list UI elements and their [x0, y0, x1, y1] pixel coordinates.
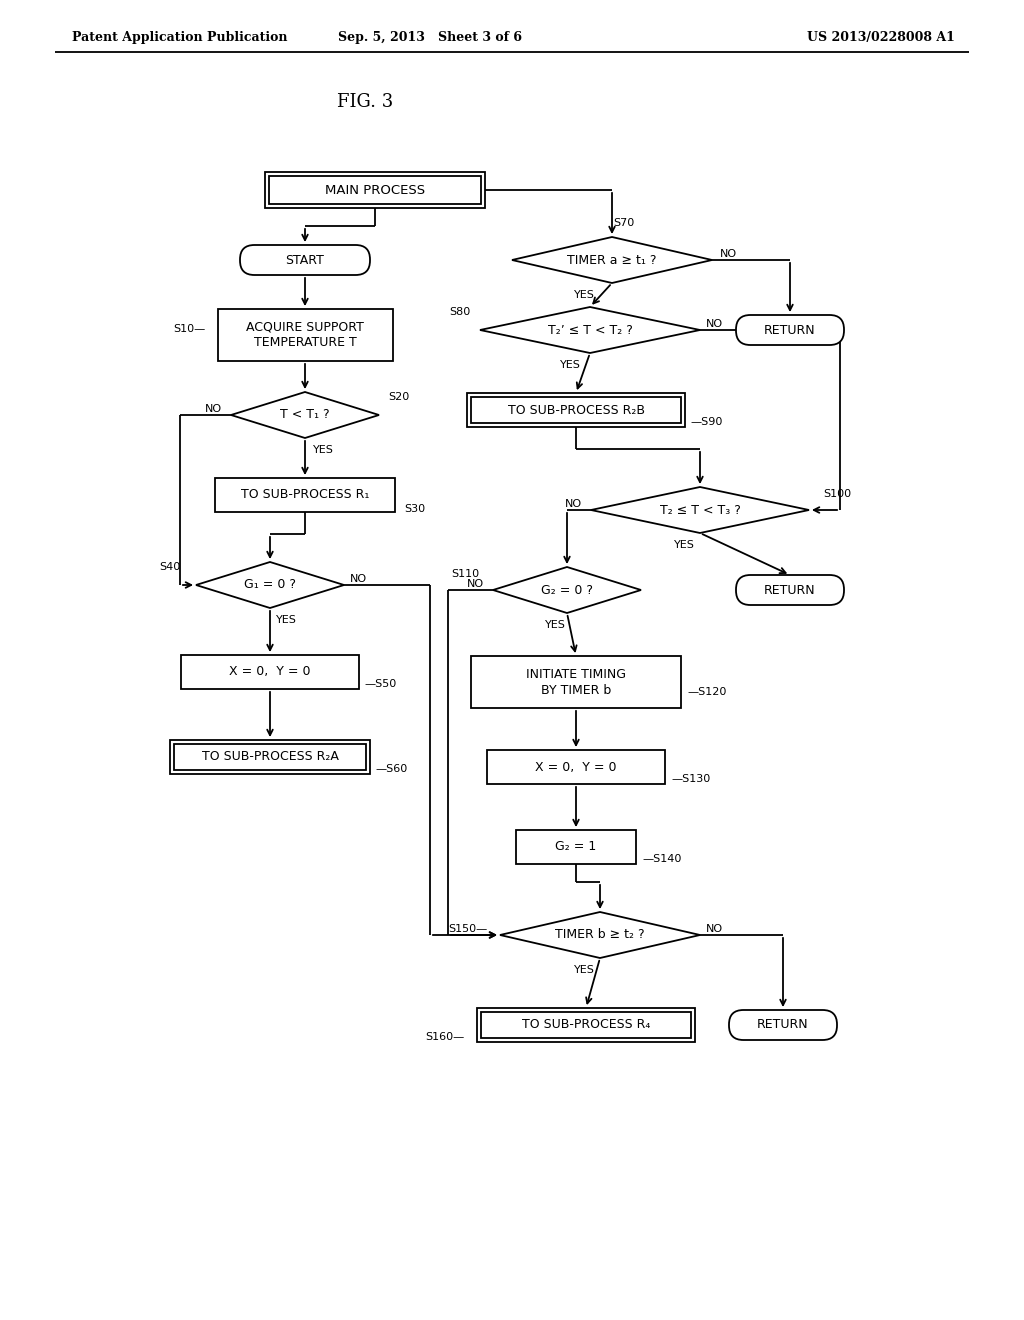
FancyBboxPatch shape	[487, 750, 665, 784]
Text: FIG. 3: FIG. 3	[337, 92, 393, 111]
FancyBboxPatch shape	[215, 478, 395, 512]
Text: START: START	[286, 253, 325, 267]
FancyBboxPatch shape	[467, 393, 685, 426]
FancyBboxPatch shape	[217, 309, 392, 360]
Polygon shape	[512, 238, 712, 282]
FancyBboxPatch shape	[736, 315, 844, 345]
Text: RETURN: RETURN	[757, 1019, 809, 1031]
FancyBboxPatch shape	[170, 741, 370, 774]
Text: X = 0,  Y = 0: X = 0, Y = 0	[229, 665, 310, 678]
Text: S160—: S160—	[425, 1032, 465, 1041]
Text: TO SUB-PROCESS R₄: TO SUB-PROCESS R₄	[522, 1019, 650, 1031]
Text: —S130: —S130	[672, 774, 711, 784]
FancyBboxPatch shape	[477, 1008, 695, 1041]
Text: S10—: S10—	[173, 323, 206, 334]
Text: TIMER b ≥ t₂ ?: TIMER b ≥ t₂ ?	[555, 928, 645, 941]
Text: TO SUB-PROCESS R₂B: TO SUB-PROCESS R₂B	[508, 404, 644, 417]
FancyBboxPatch shape	[174, 744, 366, 770]
Text: YES: YES	[573, 290, 595, 300]
Text: INITIATE TIMING
BY TIMER b: INITIATE TIMING BY TIMER b	[526, 668, 626, 697]
Text: G₂ = 1: G₂ = 1	[555, 841, 597, 854]
Text: G₁ = 0 ?: G₁ = 0 ?	[244, 578, 296, 591]
Text: —S140: —S140	[642, 854, 682, 865]
FancyBboxPatch shape	[181, 655, 359, 689]
Text: —S50: —S50	[365, 678, 397, 689]
Text: —S120: —S120	[687, 686, 727, 697]
FancyBboxPatch shape	[736, 576, 844, 605]
Text: S70: S70	[613, 218, 635, 228]
Text: —S90: —S90	[691, 417, 723, 426]
Text: S110: S110	[451, 569, 479, 579]
Text: YES: YES	[674, 540, 694, 550]
Polygon shape	[500, 912, 700, 958]
Polygon shape	[480, 308, 700, 352]
Polygon shape	[493, 568, 641, 612]
Text: S30: S30	[404, 504, 426, 513]
Text: TO SUB-PROCESS R₂A: TO SUB-PROCESS R₂A	[202, 751, 339, 763]
Text: Patent Application Publication: Patent Application Publication	[72, 30, 288, 44]
Text: NO: NO	[564, 499, 582, 510]
Text: NO: NO	[205, 404, 221, 414]
Text: NO: NO	[349, 574, 367, 583]
Polygon shape	[196, 562, 344, 609]
Text: YES: YES	[545, 620, 565, 630]
FancyBboxPatch shape	[481, 1012, 691, 1038]
FancyBboxPatch shape	[240, 246, 370, 275]
FancyBboxPatch shape	[471, 397, 681, 422]
Text: S40: S40	[160, 562, 180, 572]
FancyBboxPatch shape	[265, 172, 485, 209]
Text: TO SUB-PROCESS R₁: TO SUB-PROCESS R₁	[241, 488, 370, 502]
Text: T₂’ ≤ T < T₂ ?: T₂’ ≤ T < T₂ ?	[548, 323, 633, 337]
Text: G₂ = 0 ?: G₂ = 0 ?	[541, 583, 593, 597]
Text: NO: NO	[720, 249, 736, 259]
Text: S150—: S150—	[449, 924, 487, 935]
FancyBboxPatch shape	[269, 176, 481, 205]
Text: T < T₁ ?: T < T₁ ?	[281, 408, 330, 421]
Text: RETURN: RETURN	[764, 323, 816, 337]
Text: T₂ ≤ T < T₃ ?: T₂ ≤ T < T₃ ?	[659, 503, 740, 516]
FancyBboxPatch shape	[516, 830, 636, 865]
Text: S100: S100	[823, 488, 851, 499]
Text: X = 0,  Y = 0: X = 0, Y = 0	[536, 760, 616, 774]
Text: YES: YES	[573, 965, 595, 975]
Text: S80: S80	[450, 308, 471, 317]
Text: YES: YES	[312, 445, 334, 455]
Text: TIMER a ≥ t₁ ?: TIMER a ≥ t₁ ?	[567, 253, 656, 267]
Text: S20: S20	[388, 392, 410, 403]
Text: YES: YES	[559, 360, 581, 370]
Text: ACQUIRE SUPPORT
TEMPERATURE T: ACQUIRE SUPPORT TEMPERATURE T	[246, 321, 364, 350]
Text: NO: NO	[467, 579, 483, 589]
Text: MAIN PROCESS: MAIN PROCESS	[325, 183, 425, 197]
Text: US 2013/0228008 A1: US 2013/0228008 A1	[807, 30, 955, 44]
Polygon shape	[591, 487, 809, 533]
Text: YES: YES	[275, 615, 296, 624]
FancyBboxPatch shape	[729, 1010, 837, 1040]
Text: RETURN: RETURN	[764, 583, 816, 597]
Text: —S60: —S60	[376, 764, 409, 774]
Text: NO: NO	[706, 319, 723, 329]
FancyBboxPatch shape	[471, 656, 681, 708]
Text: NO: NO	[706, 924, 723, 935]
Polygon shape	[231, 392, 379, 438]
Text: Sep. 5, 2013   Sheet 3 of 6: Sep. 5, 2013 Sheet 3 of 6	[338, 30, 522, 44]
